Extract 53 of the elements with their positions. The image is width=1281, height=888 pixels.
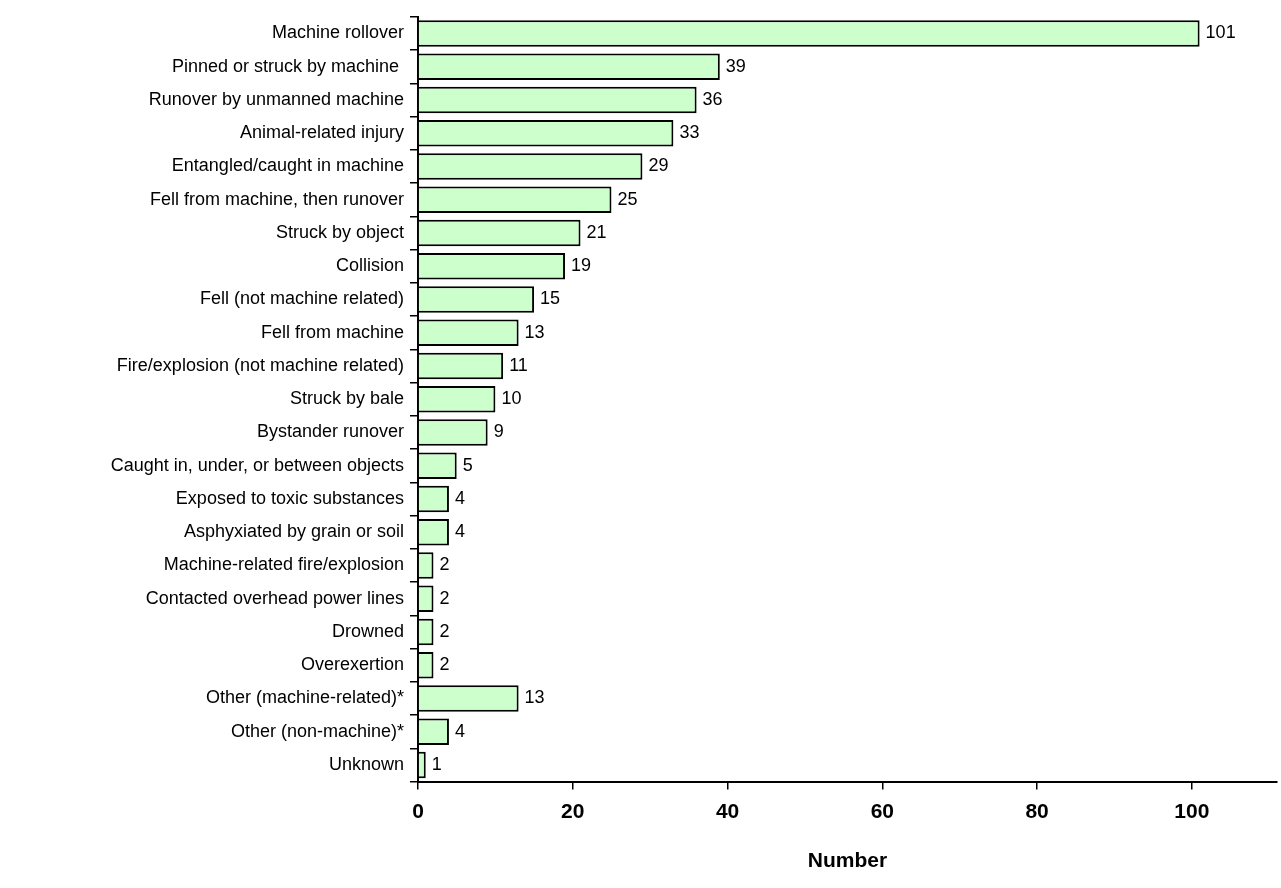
data-label: 4 [454, 487, 465, 508]
data-label: 33 [679, 122, 700, 143]
data-label: 4 [454, 521, 465, 542]
y-tick-label: Overexertion [300, 654, 404, 675]
data-label: 15 [540, 288, 561, 309]
data-label: 2 [439, 654, 450, 675]
data-label: 2 [439, 587, 450, 608]
y-tick-label: Machine rollover [271, 22, 404, 43]
data-label: 2 [439, 620, 450, 641]
y-tick-label: Unknown [328, 753, 404, 774]
x-tick-label: 40 [715, 799, 740, 822]
y-tick-label: Exposed to toxic substances [175, 487, 404, 508]
y-tick-label: Struck by bale [289, 388, 404, 409]
data-label: 10 [501, 388, 522, 409]
y-tick-label: Fire/explosion (not machine related) [116, 354, 404, 375]
x-tick-label: 80 [1025, 799, 1049, 822]
y-tick-label: Contacted overhead power lines [145, 587, 404, 608]
data-label: 13 [524, 321, 545, 342]
y-tick-label: Collision [335, 255, 404, 276]
y-tick-label: Fell from machine, then runover [149, 188, 405, 209]
data-label: 39 [725, 55, 746, 76]
y-tick-label: Other (machine-related)* [205, 687, 404, 708]
x-tick-label: 60 [870, 799, 894, 822]
data-label: 25 [617, 188, 638, 209]
data-label: 5 [462, 454, 473, 475]
y-tick-label: Drowned [331, 620, 404, 641]
data-label: 13 [524, 687, 545, 708]
data-label: 19 [571, 255, 592, 276]
y-tick-label: Bystander runover [256, 421, 404, 442]
x-tick-label: 0 [412, 799, 424, 822]
x-tick-label: 100 [1174, 799, 1210, 822]
data-label: 29 [648, 155, 669, 176]
data-label: 2 [439, 554, 450, 575]
data-label: 21 [586, 221, 607, 242]
y-tick-label: Entangled/caught in machine [171, 155, 404, 176]
data-label: 9 [493, 421, 504, 442]
y-tick-label: Runover by unmanned machine [148, 88, 404, 109]
data-label: 101 [1205, 22, 1236, 43]
x-tick-label: 20 [561, 799, 585, 822]
y-tick-label: Other (non-machine)* [230, 720, 404, 741]
y-tick-label: Asphyxiated by grain or soil [183, 521, 404, 542]
x-axis-title: Number [807, 848, 888, 872]
y-tick-label: Pinned or struck by machine [171, 55, 404, 76]
y-tick-label: Fell from machine [260, 321, 404, 342]
y-tick-label: Caught in, under, or between objects [110, 454, 404, 475]
data-label: 11 [509, 354, 528, 375]
data-label: 36 [702, 88, 723, 109]
y-tick-label: Struck by object [275, 221, 404, 242]
data-label: 4 [454, 720, 465, 741]
y-tick-label: Machine-related fire/explosion [163, 554, 404, 575]
data-label: 1 [431, 753, 442, 774]
y-tick-label: Animal-related injury [239, 122, 404, 143]
y-tick-label: Fell (not machine related) [199, 288, 404, 309]
